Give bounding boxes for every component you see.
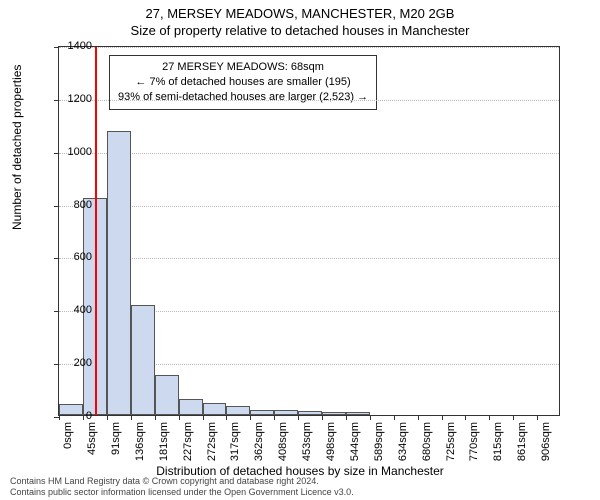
histogram-bar [107,131,131,415]
x-tick-mark [346,415,347,420]
histogram-bar [346,412,370,415]
plot-area: 27 MERSEY MEADOWS: 68sqm← 7% of detached… [58,46,560,416]
x-tick-mark [107,415,108,420]
x-tick-mark [489,415,490,420]
x-tick-label: 45sqm [86,422,98,455]
gridline [59,206,559,207]
y-tick-label: 400 [52,304,92,316]
x-tick-label: 0sqm [62,422,74,449]
x-tick-label: 861sqm [516,422,528,461]
y-tick-label: 200 [52,357,92,369]
footer-line2: Contains public sector information licen… [10,487,354,498]
x-tick-label: 136sqm [134,422,146,461]
x-tick-label: 498sqm [325,422,337,461]
x-tick-label: 815sqm [492,422,504,461]
legend-line: 27 MERSEY MEADOWS: 68sqm [118,60,368,75]
x-tick-mark [442,415,443,420]
x-tick-label: 544sqm [349,422,361,461]
y-tick-label: 1000 [52,146,92,158]
x-tick-label: 634sqm [397,422,409,461]
chart-title-address: 27, MERSEY MEADOWS, MANCHESTER, M20 2GB [0,0,600,21]
y-tick-label: 600 [52,251,92,263]
x-tick-mark [537,415,538,420]
x-tick-label: 181sqm [158,422,170,461]
gridline [59,258,559,259]
y-tick-label: 1400 [52,40,92,52]
x-tick-label: 725sqm [445,422,457,461]
y-tick-label: 1200 [52,93,92,105]
x-tick-mark [418,415,419,420]
histogram-bar [298,411,322,415]
x-tick-label: 680sqm [421,422,433,461]
x-tick-label: 227sqm [182,422,194,461]
histogram-bar [250,410,274,415]
x-tick-mark [250,415,251,420]
histogram-bar [131,305,155,415]
y-axis-label: Number of detached properties [10,65,24,230]
legend-line: 93% of semi-detached houses are larger (… [118,90,368,105]
x-tick-label: 770sqm [468,422,480,461]
x-tick-mark [226,415,227,420]
x-tick-mark [322,415,323,420]
x-tick-mark [179,415,180,420]
x-tick-mark [131,415,132,420]
footer-line1: Contains HM Land Registry data © Crown c… [10,476,354,487]
x-tick-mark [394,415,395,420]
plot-container: 27 MERSEY MEADOWS: 68sqm← 7% of detached… [58,46,560,416]
x-tick-mark [465,415,466,420]
x-tick-label: 906sqm [540,422,552,461]
histogram-bar [203,403,227,415]
y-tick-label: 800 [52,199,92,211]
footer-attribution: Contains HM Land Registry data © Crown c… [10,476,354,498]
histogram-bar [226,406,250,415]
x-tick-mark [155,415,156,420]
y-tick-label: 0 [52,410,92,422]
x-tick-mark [513,415,514,420]
x-tick-mark [298,415,299,420]
x-tick-label: 408sqm [277,422,289,461]
x-tick-mark [203,415,204,420]
property-marker-line [95,47,97,415]
gridline [59,47,559,48]
histogram-bar [179,399,203,415]
x-tick-label: 317sqm [229,422,241,461]
gridline [59,153,559,154]
histogram-bar [274,410,298,415]
x-tick-label: 589sqm [373,422,385,461]
legend-box: 27 MERSEY MEADOWS: 68sqm← 7% of detached… [109,55,377,110]
x-tick-label: 272sqm [206,422,218,461]
x-tick-mark [370,415,371,420]
chart-title-subtitle: Size of property relative to detached ho… [0,21,600,38]
x-tick-mark [274,415,275,420]
legend-line: ← 7% of detached houses are smaller (195… [118,75,368,90]
x-tick-label: 453sqm [301,422,313,461]
histogram-bar [322,412,346,415]
histogram-bar [155,375,179,415]
x-tick-label: 362sqm [253,422,265,461]
x-tick-label: 91sqm [110,422,122,455]
gridline [59,100,559,101]
